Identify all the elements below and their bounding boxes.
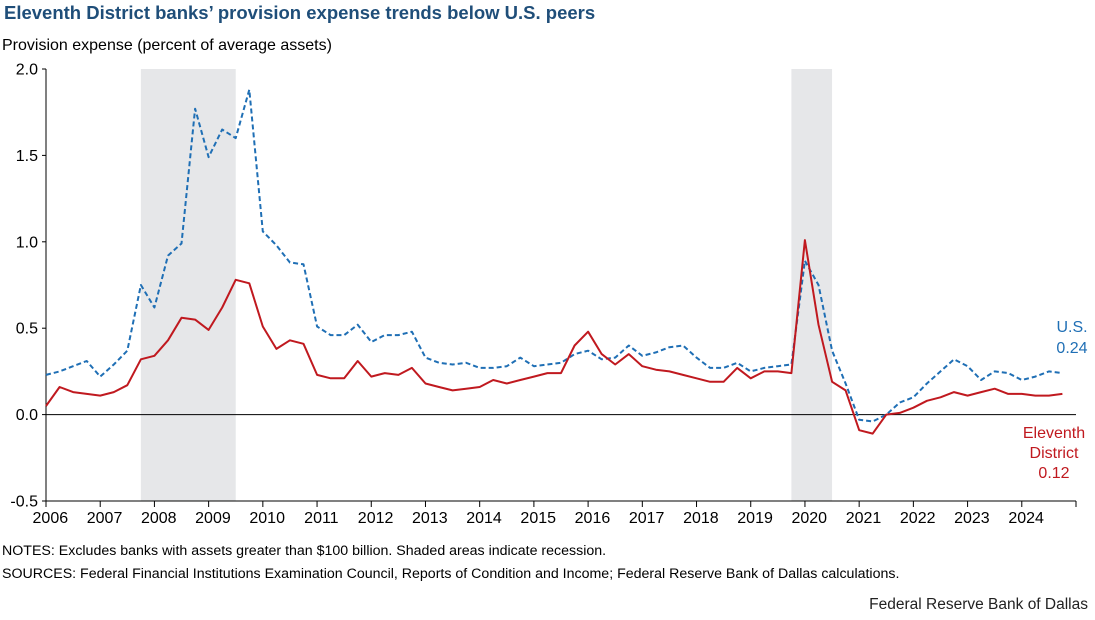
y-tick-label: 2.0 bbox=[16, 62, 38, 79]
y-tick-label: 0.0 bbox=[16, 407, 38, 424]
x-tick-label: 2010 bbox=[249, 510, 285, 527]
recession-band-1 bbox=[140, 69, 236, 501]
series-lines bbox=[45, 88, 1063, 435]
x-tick-label: 2019 bbox=[737, 510, 773, 527]
y-axis-label: Provision expense (percent of average as… bbox=[2, 37, 332, 54]
us-series-label: U.S. bbox=[1056, 319, 1087, 336]
district-series-line bbox=[45, 239, 1063, 435]
y-tick-label: 1.5 bbox=[16, 148, 38, 165]
district-series-label-line1: Eleventh bbox=[1023, 425, 1085, 442]
x-tick-label: 2006 bbox=[33, 510, 69, 527]
x-tick-label: 2020 bbox=[791, 510, 827, 527]
us-end-value-label: 0.24 bbox=[1056, 340, 1087, 357]
recession-shading bbox=[140, 69, 833, 501]
y-tick-label: 1.0 bbox=[16, 234, 38, 251]
x-tick-label: 2009 bbox=[195, 510, 231, 527]
x-tick-label: 2023 bbox=[954, 510, 990, 527]
x-tick-label: 2007 bbox=[87, 510, 123, 527]
x-tick-label: 2015 bbox=[520, 510, 556, 527]
x-tick-label: 2017 bbox=[629, 510, 665, 527]
x-tick-label: 2022 bbox=[900, 510, 936, 527]
x-tick-label: 2008 bbox=[141, 510, 177, 527]
x-tick-label: 2013 bbox=[412, 510, 448, 527]
x-tick-label: 2011 bbox=[304, 510, 339, 527]
y-tick-label: -0.5 bbox=[10, 494, 38, 511]
us-series-line bbox=[45, 88, 1063, 423]
chart-sources: SOURCES: Federal Financial Institutions … bbox=[2, 566, 900, 582]
source-credit: Federal Reserve Bank of Dallas bbox=[869, 596, 1088, 613]
district-series-label-line2: District bbox=[1030, 445, 1079, 462]
chart-title: Eleventh District banks’ provision expen… bbox=[4, 2, 596, 23]
district-end-value-label: 0.12 bbox=[1038, 465, 1069, 482]
line-chart: -0.5 0.0 0.5 1.0 1.5 2.0 2006 2007 2008 2009 2010 2… bbox=[10, 62, 1088, 528]
x-tick-label: 2024 bbox=[1008, 510, 1044, 527]
y-tick-label: 0.5 bbox=[16, 321, 38, 338]
x-tick-label: 2018 bbox=[683, 510, 719, 527]
chart-notes: NOTES: Excludes banks with assets greate… bbox=[2, 543, 607, 559]
x-tick-label: 2016 bbox=[575, 510, 611, 527]
x-tick-label: 2021 bbox=[846, 510, 882, 527]
series-labels: U.S. 0.24 Eleventh District 0.12 bbox=[1023, 319, 1088, 482]
axes: -0.5 0.0 0.5 1.0 1.5 2.0 2006 2007 2008 2009 2010 2… bbox=[10, 62, 1077, 527]
x-tick-label: 2012 bbox=[358, 510, 394, 527]
x-tick-label: 2014 bbox=[466, 510, 502, 527]
